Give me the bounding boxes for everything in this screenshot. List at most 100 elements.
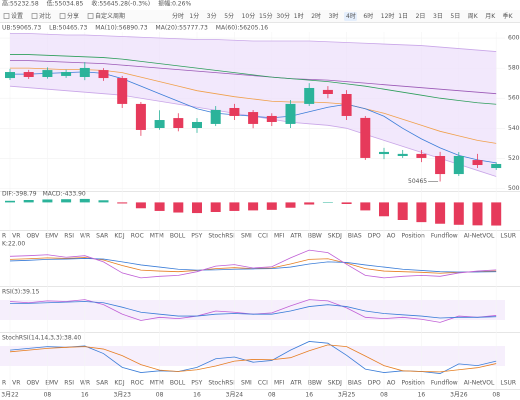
indicator-tab[interactable]: WR — [80, 380, 90, 387]
period-button[interactable]: 3时 — [329, 12, 339, 20]
indicator-tab[interactable]: KDJ — [114, 380, 125, 387]
indicator-tab[interactable]: CCI — [258, 380, 268, 387]
tool-icon[interactable] — [87, 13, 94, 19]
period-button[interactable]: 4时 — [346, 12, 356, 20]
indicator-tab[interactable]: SMI — [241, 380, 252, 387]
indicator-tab[interactable]: EMV — [45, 233, 59, 240]
period-button[interactable]: 3分 — [207, 12, 217, 20]
candle-body — [117, 78, 128, 104]
indicator-tab[interactable]: ROC — [131, 380, 144, 387]
period-button[interactable]: 1日 — [398, 13, 408, 20]
macd-bar — [397, 202, 408, 220]
indicator-tab[interactable]: AI-NetVOL — [464, 233, 495, 240]
indicator-tab[interactable]: AI-NetVOL — [464, 380, 495, 387]
indicator-tab[interactable]: SMI — [241, 233, 252, 240]
period-button[interactable]: 季K — [503, 12, 514, 20]
indicator-tab[interactable]: MFI — [274, 233, 285, 240]
indicator-tab[interactable]: LSUR — [500, 380, 516, 387]
indicator-tab[interactable]: BOLL — [170, 380, 186, 387]
indicator-tab[interactable]: MFI — [274, 380, 285, 387]
macd-bar — [210, 202, 221, 212]
indicator-tab[interactable]: ROC — [131, 233, 144, 240]
indicator-tab[interactable]: ATR — [290, 233, 301, 240]
indicator-tab[interactable]: EMV — [45, 380, 59, 387]
period-button[interactable]: 10分 — [242, 12, 256, 20]
indicator-tab[interactable]: AO — [387, 233, 396, 240]
tool-button[interactable]: 设置 — [11, 12, 23, 20]
indicator-tab[interactable]: R — [2, 233, 6, 240]
indicator-tab[interactable]: SKDJ — [328, 380, 342, 387]
ma-line — [10, 60, 497, 95]
indicator-tab[interactable]: Position — [401, 233, 425, 240]
tool-icon[interactable] — [59, 13, 66, 19]
y-tick-label: 50000 — [508, 185, 520, 192]
indicator-tab[interactable]: R — [2, 380, 6, 387]
period-button[interactable]: 周K — [468, 13, 479, 20]
tool-button[interactable]: 对比 — [39, 12, 51, 20]
indicator-tab[interactable]: VR — [12, 233, 20, 240]
macd-bar — [435, 202, 446, 224]
period-button[interactable]: 5分 — [224, 12, 234, 20]
indicator-tab[interactable]: BIAS — [348, 380, 362, 387]
indicator-tab[interactable]: LSUR — [500, 233, 516, 240]
tool-button[interactable]: 分享 — [67, 12, 79, 20]
x-tick-label: 3月23 — [113, 392, 131, 399]
period-button[interactable]: 分时 — [172, 12, 184, 20]
tool-icon[interactable] — [31, 13, 38, 19]
period-button[interactable]: 2时 — [311, 12, 321, 20]
indicator-tab[interactable]: Position — [401, 380, 425, 387]
indicator-tab[interactable]: RSI — [64, 380, 74, 387]
indicator-tab[interactable]: CCI — [258, 233, 268, 240]
panel-label: StochRSI(14,14,3,3):38.40 — [2, 335, 81, 342]
macd-bar — [304, 202, 315, 205]
indicator-tab[interactable]: Fundflow — [431, 233, 458, 240]
indicator-tab[interactable]: Fundflow — [431, 380, 458, 387]
panel-label: K:22.00 — [2, 241, 25, 248]
period-button[interactable]: 15分 — [259, 12, 273, 20]
indicator-tab[interactable]: OBV — [26, 380, 40, 387]
low-annotation: 50465 — [408, 178, 427, 185]
period-button[interactable]: 5日 — [450, 13, 460, 20]
macd-bar — [248, 202, 259, 211]
indicator-value: UB:59065.73 — [2, 25, 41, 32]
x-tick-label: 16 — [305, 392, 313, 399]
panel-label: MACD:-433.90 — [43, 191, 86, 198]
period-button[interactable]: 2日 — [416, 13, 426, 20]
candle-body — [154, 120, 165, 129]
indicator-tab[interactable]: AO — [387, 380, 396, 387]
candle-body — [453, 155, 464, 175]
indicator-tab[interactable]: DPO — [368, 233, 381, 240]
candle-body — [229, 107, 240, 116]
candle-body — [304, 87, 315, 104]
indicator-value: MA(10):56890.73 — [95, 25, 147, 32]
period-button[interactable]: 6时 — [363, 12, 373, 20]
indicator-tab[interactable]: KDJ — [114, 233, 125, 240]
indicator-tab[interactable]: SAR — [96, 380, 108, 387]
indicator-tab[interactable]: BBW — [308, 380, 322, 387]
indicator-tab[interactable]: OBV — [26, 233, 40, 240]
indicator-tab[interactable]: MTM — [150, 380, 164, 387]
period-button[interactable]: 1时 — [294, 12, 304, 20]
indicator-tab[interactable]: BBW — [308, 233, 322, 240]
indicator-tab[interactable]: SAR — [96, 233, 108, 240]
period-button[interactable]: 30分 — [276, 12, 290, 20]
indicator-tab[interactable]: MTM — [150, 233, 164, 240]
period-button[interactable]: 12时 — [381, 12, 395, 20]
candle-body — [491, 163, 502, 169]
indicator-tab[interactable]: BOLL — [170, 233, 186, 240]
tool-icon[interactable] — [3, 13, 10, 19]
indicator-tab[interactable]: StochRSI — [208, 233, 235, 240]
indicator-value: MA(60):56205.16 — [216, 25, 268, 32]
indicator-tab[interactable]: VR — [12, 380, 20, 387]
period-button[interactable]: 3日 — [433, 13, 443, 20]
period-button[interactable]: 月K — [485, 13, 496, 20]
indicator-tab[interactable]: DPO — [368, 380, 381, 387]
indicator-tab[interactable]: RSI — [64, 233, 74, 240]
period-button[interactable]: 1分 — [189, 12, 199, 20]
indicator-tab[interactable]: SKDJ — [328, 233, 342, 240]
indicator-tab[interactable]: ATR — [290, 380, 301, 387]
indicator-tab[interactable]: WR — [80, 233, 90, 240]
tool-button[interactable]: 自定义周期 — [95, 12, 125, 20]
indicator-tab[interactable]: BIAS — [348, 233, 362, 240]
indicator-tab[interactable]: StochRSI — [208, 380, 235, 387]
